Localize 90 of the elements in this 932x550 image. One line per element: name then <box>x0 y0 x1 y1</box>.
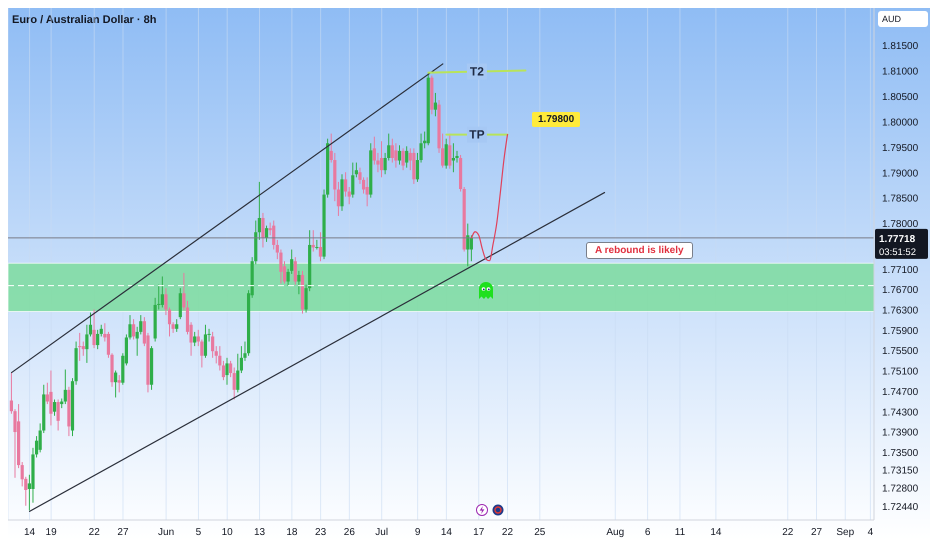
y-tick-label: 1.75500 <box>882 346 919 358</box>
y-tick-label: 1.78000 <box>882 219 919 230</box>
text: 03:51:52 <box>879 246 916 258</box>
x-tick-label: Aug <box>606 527 624 538</box>
y-tick-label: 1.76300 <box>882 306 919 317</box>
y-tick-label: 1.79000 <box>882 168 919 180</box>
candlestick <box>394 142 398 168</box>
x-tick-label: 18 <box>286 527 298 538</box>
x-tick-label: Jun <box>158 527 174 538</box>
x-tick-label: 13 <box>254 527 266 538</box>
y-tick-label: 1.77100 <box>882 264 919 276</box>
candlestick <box>64 369 67 405</box>
candlestick <box>401 148 405 171</box>
candlestick <box>225 357 229 386</box>
candlestick <box>49 370 53 426</box>
candlestick <box>405 146 408 168</box>
candlestick <box>96 329 100 350</box>
annotation: A rebound is likely <box>586 242 693 259</box>
candlestick <box>92 309 96 349</box>
candlestick <box>193 331 196 347</box>
x-tick-label: 5 <box>196 527 202 538</box>
x-tick-label: 25 <box>534 527 546 538</box>
x-tick-label: 19 <box>46 527 58 538</box>
y-tick-label: 1.74700 <box>882 386 919 398</box>
x-tick-label: Jul <box>375 527 388 538</box>
x-tick-label: 23 <box>315 527 327 538</box>
candlestick <box>294 256 297 286</box>
x-tick-label: 6 <box>644 527 651 538</box>
y-tick-label: 1.72440 <box>882 502 919 513</box>
y-tick-label: 1.81500 <box>882 41 919 52</box>
x-tick-label: 14 <box>24 527 36 538</box>
candlestick <box>160 276 164 308</box>
x-tick-label: 22 <box>502 527 514 538</box>
x-tick-label: 17 <box>473 527 485 538</box>
candlestick <box>261 212 265 248</box>
candlestick <box>452 142 455 173</box>
y-tick-label: 1.78500 <box>882 194 919 205</box>
candlestick <box>398 144 402 166</box>
candlestick <box>264 225 268 242</box>
y-tick-label: 1.80500 <box>882 92 919 104</box>
annotation: 1.79800 <box>532 112 580 127</box>
candlestick <box>466 223 470 267</box>
text: Euro / Australian Dollar · 8h <box>12 14 156 26</box>
x-tick-label: 14 <box>440 527 452 538</box>
y-tick-label: 1.79500 <box>882 142 919 154</box>
x-tick-label: 14 <box>710 527 722 538</box>
x-tick-label: 4 <box>868 527 874 538</box>
candlestick <box>380 140 384 178</box>
candlestick <box>434 92 438 117</box>
y-tick-label: 1.73150 <box>882 466 919 477</box>
y-tick-label: 1.73500 <box>882 448 919 459</box>
y-tick-label: 1.81000 <box>882 66 919 78</box>
candlestick <box>315 239 318 250</box>
x-tick-label: 26 <box>344 527 356 538</box>
series-label: T2 <box>470 64 484 79</box>
candlestick <box>366 176 369 207</box>
candlestick <box>52 399 56 416</box>
y-tick-label: 1.80000 <box>882 117 919 128</box>
x-tick-label: 27 <box>117 527 129 538</box>
candlestick <box>390 138 394 164</box>
candlestick <box>118 374 121 393</box>
candlestick <box>78 332 82 362</box>
y-tick-label: 1.74300 <box>882 407 919 418</box>
candlestick <box>312 230 315 252</box>
x-tick-label: 22 <box>782 527 794 538</box>
x-tick-label: 22 <box>88 527 100 538</box>
candlestick <box>114 370 118 398</box>
y-tick-label: 1.72800 <box>882 484 919 495</box>
candlestick <box>178 288 182 320</box>
series-label: TP <box>469 128 485 142</box>
candlestick <box>448 133 452 170</box>
x-tick-label: 11 <box>674 527 686 538</box>
x-tick-label: 9 <box>414 527 421 538</box>
y-tick-label: 1.75100 <box>882 366 919 378</box>
x-tick-label: Sep <box>836 527 855 538</box>
text: AUD <box>878 11 928 27</box>
y-tick-label: 1.75900 <box>882 326 919 337</box>
candlestick <box>56 399 60 432</box>
candlestick <box>297 270 300 295</box>
x-tick-label: 10 <box>222 527 234 538</box>
candlestick <box>351 162 354 198</box>
y-tick-label: 1.73900 <box>882 428 919 439</box>
candlestick <box>444 138 448 170</box>
y-tick-label: 1.76700 <box>882 285 919 296</box>
candlestick <box>175 318 178 332</box>
candlestick <box>318 232 322 262</box>
candlestick <box>132 318 136 340</box>
x-tick-label: 27 <box>810 527 823 538</box>
candlestick <box>204 324 208 358</box>
ref-line-label: 1.77718 <box>879 234 916 245</box>
